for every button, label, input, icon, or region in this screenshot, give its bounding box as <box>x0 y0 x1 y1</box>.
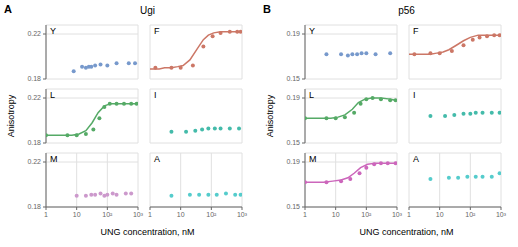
html-text:A: A <box>154 154 160 164</box>
html-text:B: B <box>263 3 271 15</box>
svg-text:10³: 10³ <box>133 211 144 218</box>
html-text:A: A <box>413 154 419 164</box>
html-text:M: M <box>309 154 317 164</box>
html-text:Ugi: Ugi <box>140 5 155 16</box>
html-text:p56: p56 <box>398 5 415 16</box>
html-text:L: L <box>309 90 314 100</box>
svg-text:0.15: 0.15 <box>286 75 300 82</box>
svg-text:1: 1 <box>407 211 411 218</box>
svg-text:10³: 10³ <box>392 211 403 218</box>
svg-text:10: 10 <box>436 211 444 218</box>
svg-text:0.19: 0.19 <box>286 158 300 165</box>
svg-text:1: 1 <box>44 211 48 218</box>
svg-text:10²: 10² <box>361 211 372 218</box>
html-text:UNG concentration, nM: UNG concentration, nM <box>359 227 454 237</box>
svg-text:10: 10 <box>73 211 81 218</box>
html-text:F: F <box>154 26 160 36</box>
html-text:UNG concentration, nM: UNG concentration, nM <box>100 227 195 237</box>
svg-text:0.19: 0.19 <box>286 30 300 37</box>
svg-text:10: 10 <box>177 211 185 218</box>
html-text:A: A <box>4 3 12 15</box>
svg-text:0.18: 0.18 <box>27 75 41 82</box>
svg-text:0.22: 0.22 <box>27 94 41 101</box>
svg-text:10³: 10³ <box>496 211 507 218</box>
html-text:Y: Y <box>309 26 315 36</box>
svg-text:1: 1 <box>303 211 307 218</box>
svg-text:0.22: 0.22 <box>27 30 41 37</box>
html-text:I: I <box>413 90 416 100</box>
svg-text:0.15: 0.15 <box>286 139 300 146</box>
html-text:L: L <box>50 90 55 100</box>
svg-text:10: 10 <box>332 211 340 218</box>
svg-text:10³: 10³ <box>237 211 248 218</box>
svg-text:0.22: 0.22 <box>27 158 41 165</box>
svg-text:1: 1 <box>148 211 152 218</box>
svg-text:0.18: 0.18 <box>27 139 41 146</box>
html-text:Y: Y <box>50 26 56 36</box>
html-text:F: F <box>413 26 419 36</box>
html-text:M: M <box>50 154 58 164</box>
svg-text:10²: 10² <box>102 211 113 218</box>
html-text:Anisotropy: Anisotropy <box>6 94 16 138</box>
html-text:I: I <box>154 90 157 100</box>
svg-text:10²: 10² <box>206 211 217 218</box>
svg-text:0.18: 0.18 <box>27 203 41 210</box>
svg-text:10²: 10² <box>465 211 476 218</box>
html-text:Anisotropy: Anisotropy <box>265 94 275 138</box>
svg-text:0.15: 0.15 <box>286 203 300 210</box>
svg-text:0.19: 0.19 <box>286 94 300 101</box>
